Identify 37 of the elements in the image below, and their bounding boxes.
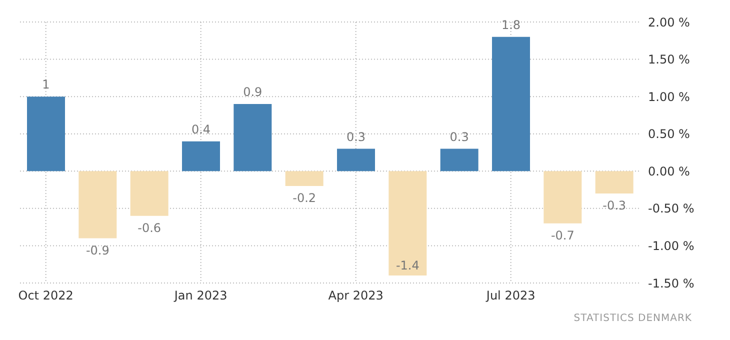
x-tick-label: Apr 2023 — [328, 288, 384, 303]
bar — [440, 148, 478, 172]
y-tick-label: 0.00 % — [648, 164, 690, 178]
data-label: -0.6 — [138, 220, 162, 235]
bar — [595, 171, 634, 194]
y-tick-label: -1.00 % — [648, 238, 694, 253]
bar — [544, 171, 582, 224]
bar — [388, 171, 427, 276]
data-label: -0.3 — [602, 198, 626, 213]
x-tick-label: Jan 2023 — [173, 288, 228, 303]
y-tick-label: 1.00 % — [648, 90, 690, 104]
bar — [337, 148, 375, 172]
data-label: 1.8 — [501, 18, 521, 32]
y-tick-label: 0.50 % — [648, 127, 690, 142]
data-label: 0.4 — [191, 122, 211, 136]
y-tick-label: 1.50 % — [648, 52, 690, 67]
y-tick-label: -0.50 % — [648, 202, 694, 216]
data-label: -0.9 — [86, 243, 110, 258]
x-tick-label: Jul 2023 — [485, 288, 536, 303]
data-label: 0.3 — [346, 130, 366, 144]
y-tick-label: -1.50 % — [648, 276, 694, 290]
bar — [234, 104, 272, 172]
bar — [182, 141, 220, 172]
data-label: -0.2 — [292, 191, 316, 206]
bar — [285, 171, 324, 186]
data-label: 0.3 — [450, 130, 469, 144]
bar — [492, 36, 530, 172]
bar — [78, 171, 117, 238]
text: STATISTICS DENMARK — [574, 313, 692, 324]
x-tick-label: Oct 2022 — [18, 288, 74, 303]
bar — [27, 96, 65, 172]
y-tick-label: 2.00 % — [648, 15, 690, 30]
bar — [130, 171, 168, 216]
data-label: 1 — [42, 78, 50, 92]
data-label: -0.7 — [550, 228, 574, 242]
data-label: -1.4 — [396, 258, 420, 273]
data-label: 0.9 — [243, 85, 262, 100]
